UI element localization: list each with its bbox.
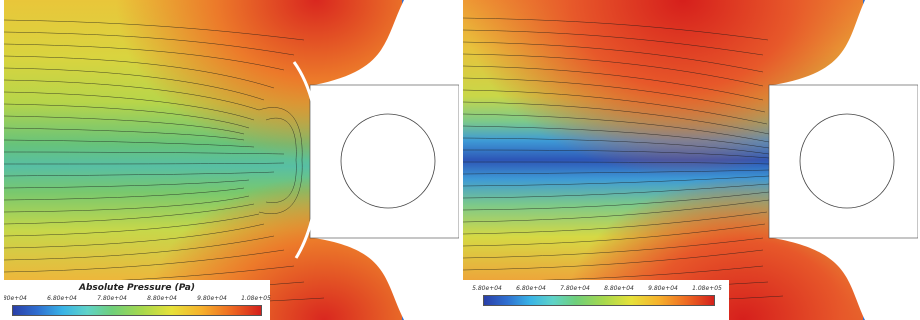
left-legend-tick: 6.80e+04	[47, 295, 77, 302]
left-deflector-arc	[292, 61, 321, 259]
right-legend-ticks: 5.80e+04 6.80e+04 7.80e+04 8.80e+04 9.80…	[465, 285, 727, 295]
left-cylinder-outline	[340, 113, 436, 209]
right-legend-tick: 9.80e+04	[648, 285, 678, 292]
right-contour-plot	[463, 0, 918, 320]
left-legend-tick: 5.80e+04	[4, 295, 27, 302]
right-pressure-legend: 5.80e+04 6.80e+04 7.80e+04 8.80e+04 9.80…	[463, 280, 729, 320]
left-legend-tick: 9.80e+04	[197, 295, 227, 302]
right-legend-tick: 8.80e+04	[604, 285, 634, 292]
right-legend-colorbar	[483, 295, 715, 306]
right-pressure-field-panel: 5.80e+04 6.80e+04 7.80e+04 8.80e+04 9.80…	[463, 0, 918, 320]
right-legend-tick: 5.80e+04	[472, 285, 502, 292]
right-legend-tick: 1.08e+05	[692, 285, 722, 292]
left-contour-plot	[4, 0, 459, 320]
right-housing-shape-bottom	[773, 238, 918, 320]
left-streamlines	[4, 19, 325, 309]
right-cylinder-outline	[799, 113, 895, 209]
right-legend-tick: 6.80e+04	[516, 285, 546, 292]
left-legend-ticks: 5.80e+04 6.80e+04 7.80e+04 8.80e+04 9.80…	[4, 295, 271, 305]
left-housing-shape-bottom	[314, 238, 459, 320]
left-legend-tick: 8.80e+04	[147, 295, 177, 302]
left-housing-shape	[314, 0, 459, 85]
left-pressure-legend: Absolute Pressure (Pa) 5.80e+04 6.80e+04…	[4, 280, 271, 320]
left-legend-colorbar	[12, 305, 262, 316]
right-housing-shape	[773, 0, 918, 85]
left-legend-title: Absolute Pressure (Pa)	[79, 283, 195, 293]
right-legend-tick: 7.80e+04	[560, 285, 590, 292]
left-pressure-field-panel: Absolute Pressure (Pa) 5.80e+04 6.80e+04…	[4, 0, 459, 320]
left-legend-tick: 7.80e+04	[97, 295, 127, 302]
left-legend-tick: 1.08e+05	[241, 295, 271, 302]
